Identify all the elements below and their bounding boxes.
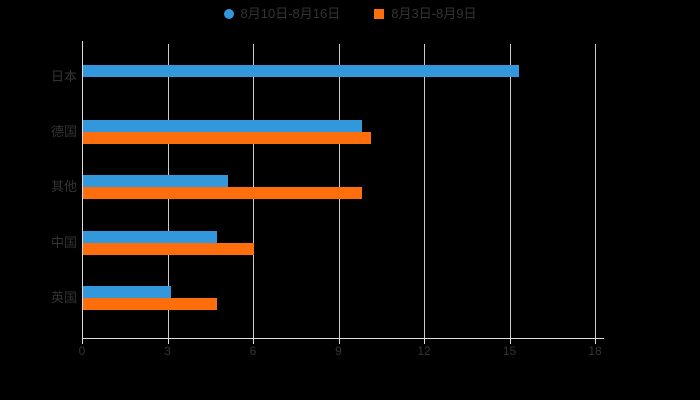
bar-orange-3[interactable] <box>83 242 254 255</box>
gridline <box>424 44 425 338</box>
x-tick-label: 6 <box>249 344 257 358</box>
x-axis-line <box>82 338 604 339</box>
category-label: 英国 <box>50 289 77 305</box>
category-label: 中国 <box>50 234 77 250</box>
legend-item-week2[interactable]: 8月10日-8月16日 <box>223 6 341 21</box>
bar-blue-2[interactable] <box>83 175 229 188</box>
bar-orange-2[interactable] <box>83 187 363 200</box>
gridline <box>595 44 596 338</box>
axis-tick <box>82 339 83 344</box>
x-tick-label: 12 <box>417 344 431 358</box>
axis-tick <box>338 339 340 344</box>
y-axis-line <box>82 41 83 338</box>
x-tick-label: 3 <box>164 344 171 358</box>
category-label: 德国 <box>50 124 77 140</box>
legend-item-week1[interactable]: 8月3日-8月9日 <box>374 7 476 21</box>
x-tick-label: 9 <box>335 344 342 358</box>
legend: 8月10日-8月16日 8月3日-8月9日 <box>0 7 700 21</box>
legend-label-week1: 8月3日-8月9日 <box>391 6 477 21</box>
bar-blue-3[interactable] <box>83 230 217 243</box>
axis-tick <box>595 339 596 344</box>
circle-marker-icon <box>223 9 234 19</box>
x-tick-label: 0 <box>78 344 86 358</box>
category-label: 其他 <box>50 179 77 195</box>
legend-label-week2: 8月10日-8月16日 <box>240 6 341 21</box>
axis-tick <box>253 339 254 344</box>
square-marker-icon <box>374 9 385 19</box>
axis-tick <box>509 339 511 344</box>
category-label: 日本 <box>50 69 77 84</box>
x-tick-label: 18 <box>588 344 602 358</box>
axis-tick <box>424 339 425 344</box>
bar-orange-1[interactable] <box>83 132 371 145</box>
bar-orange-4[interactable] <box>83 297 217 310</box>
axis-tick <box>167 339 169 344</box>
bar-blue-0[interactable] <box>83 65 520 77</box>
x-tick-label: 15 <box>502 344 517 358</box>
bar-blue-4[interactable] <box>83 285 172 298</box>
gridline <box>509 44 511 338</box>
bar-blue-1[interactable] <box>83 120 363 133</box>
